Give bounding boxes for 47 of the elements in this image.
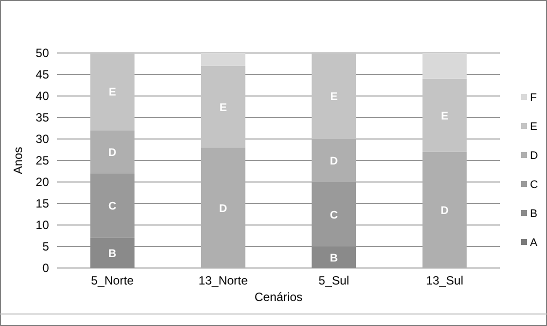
y-tick-label: 50 bbox=[36, 46, 50, 60]
bar bbox=[200, 66, 246, 148]
data-label: E bbox=[219, 102, 227, 114]
legend-label: C bbox=[530, 179, 538, 191]
data-label: D bbox=[440, 204, 449, 217]
x-axis-title: Cenários bbox=[254, 290, 303, 304]
y-axis-title: Anos bbox=[11, 146, 25, 174]
data-label: C bbox=[108, 200, 116, 213]
bar bbox=[90, 53, 135, 130]
legend-label: F bbox=[530, 92, 537, 104]
bar bbox=[200, 148, 246, 268]
bar bbox=[312, 139, 356, 182]
y-tick-label: 20 bbox=[36, 174, 50, 189]
data-label: D bbox=[219, 202, 228, 215]
x-tick-label: 13_Norte bbox=[198, 274, 248, 288]
bar bbox=[422, 152, 467, 268]
y-tick-label: 25 bbox=[36, 153, 50, 168]
bar bbox=[422, 53, 467, 79]
data-label: B bbox=[330, 252, 338, 264]
y-tick-label: 0 bbox=[42, 260, 50, 275]
data-label: C bbox=[330, 209, 338, 222]
data-label: E bbox=[330, 91, 338, 103]
y-tick-label: 5 bbox=[42, 239, 50, 254]
bar bbox=[90, 130, 135, 174]
data-label: E bbox=[440, 110, 448, 122]
x-tick-label: 5_Sul bbox=[318, 274, 350, 288]
legend-label: A bbox=[530, 237, 538, 249]
x-tick-label: 5_Norte bbox=[91, 274, 134, 288]
y-tick-label: 10 bbox=[36, 218, 50, 232]
y-tick-label: 45 bbox=[36, 67, 50, 82]
legend-label: E bbox=[530, 121, 538, 133]
y-tick-label: 15 bbox=[36, 196, 50, 210]
y-tick-label: 40 bbox=[36, 88, 50, 103]
bar bbox=[422, 78, 467, 152]
data-label: D bbox=[108, 146, 116, 159]
data-label: B bbox=[108, 248, 116, 260]
y-tick-label: 35 bbox=[36, 110, 50, 124]
legend-label: D bbox=[530, 150, 538, 162]
legend-label: B bbox=[530, 208, 538, 220]
bar bbox=[200, 53, 246, 66]
data-label: E bbox=[108, 86, 116, 99]
x-tick-label: 13_Sul bbox=[426, 274, 464, 288]
bar bbox=[312, 246, 356, 268]
bar bbox=[312, 53, 356, 139]
bar bbox=[90, 238, 135, 268]
y-tick-label: 30 bbox=[36, 132, 50, 146]
data-label: D bbox=[330, 156, 338, 168]
